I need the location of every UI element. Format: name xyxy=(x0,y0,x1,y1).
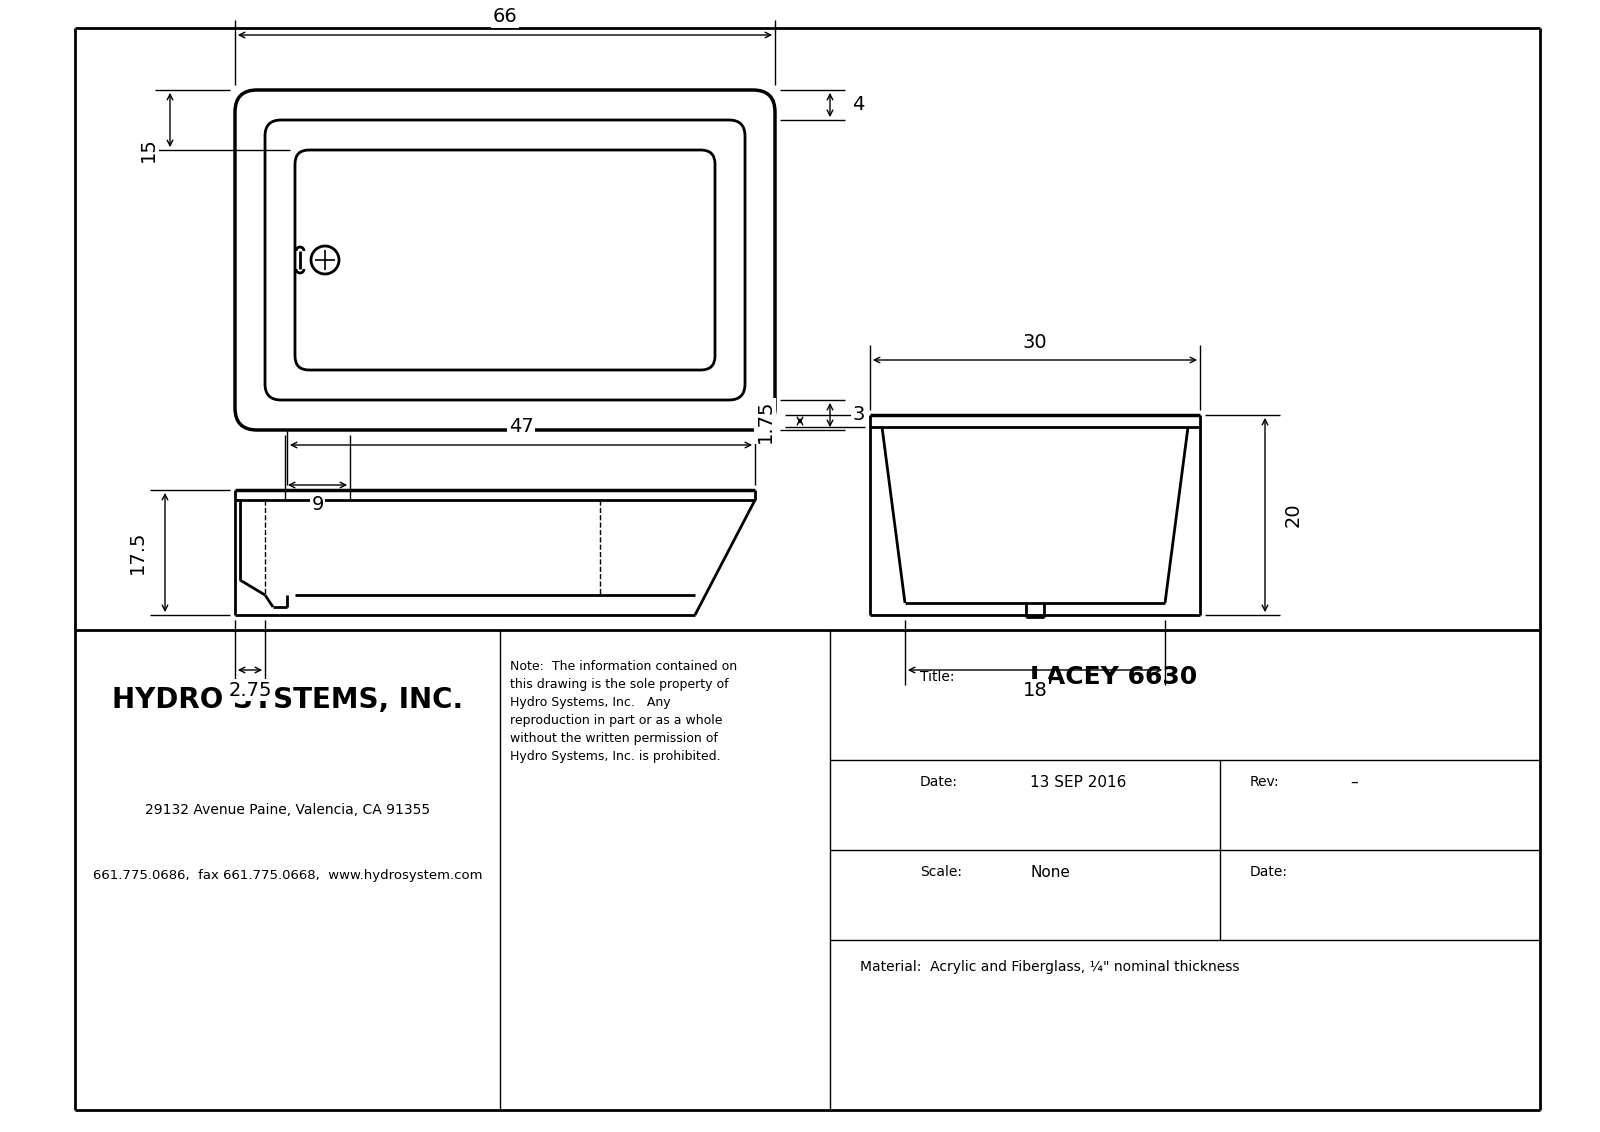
Text: Title:: Title: xyxy=(920,670,955,684)
Text: LACEY 6630: LACEY 6630 xyxy=(1030,664,1197,689)
Text: 1.75: 1.75 xyxy=(755,400,774,443)
Text: 661.775.0686,  fax 661.775.0668,  www.hydrosystem.com: 661.775.0686, fax 661.775.0668, www.hydr… xyxy=(93,868,482,882)
Text: 47: 47 xyxy=(509,418,533,437)
Text: 20: 20 xyxy=(1283,503,1302,528)
Text: 18: 18 xyxy=(1022,680,1048,700)
Text: None: None xyxy=(1030,865,1070,880)
Text: 29132 Avenue Paine, Valencia, CA 91355: 29132 Avenue Paine, Valencia, CA 91355 xyxy=(146,803,430,817)
Text: 30: 30 xyxy=(1022,333,1048,352)
Text: 9: 9 xyxy=(312,496,323,515)
Text: Material:  Acrylic and Fiberglass, ¼" nominal thickness: Material: Acrylic and Fiberglass, ¼" nom… xyxy=(861,960,1240,974)
Text: Note:  The information contained on
this drawing is the sole property of
Hydro S: Note: The information contained on this … xyxy=(510,660,738,763)
Text: 3: 3 xyxy=(851,405,864,424)
Text: Date:: Date: xyxy=(1250,865,1288,880)
Text: Scale:: Scale: xyxy=(920,865,962,880)
Text: Rev:: Rev: xyxy=(1250,775,1280,789)
Text: 17.5: 17.5 xyxy=(128,531,147,574)
Text: 15: 15 xyxy=(139,138,157,162)
Text: 13 SEP 2016: 13 SEP 2016 xyxy=(1030,775,1126,790)
Text: 4: 4 xyxy=(851,95,864,114)
Text: 2.75: 2.75 xyxy=(229,680,272,700)
Text: HYDRO SYSTEMS, INC.: HYDRO SYSTEMS, INC. xyxy=(112,686,462,714)
Text: 66: 66 xyxy=(493,8,517,26)
Text: –: – xyxy=(1350,775,1358,790)
Text: Date:: Date: xyxy=(920,775,958,789)
